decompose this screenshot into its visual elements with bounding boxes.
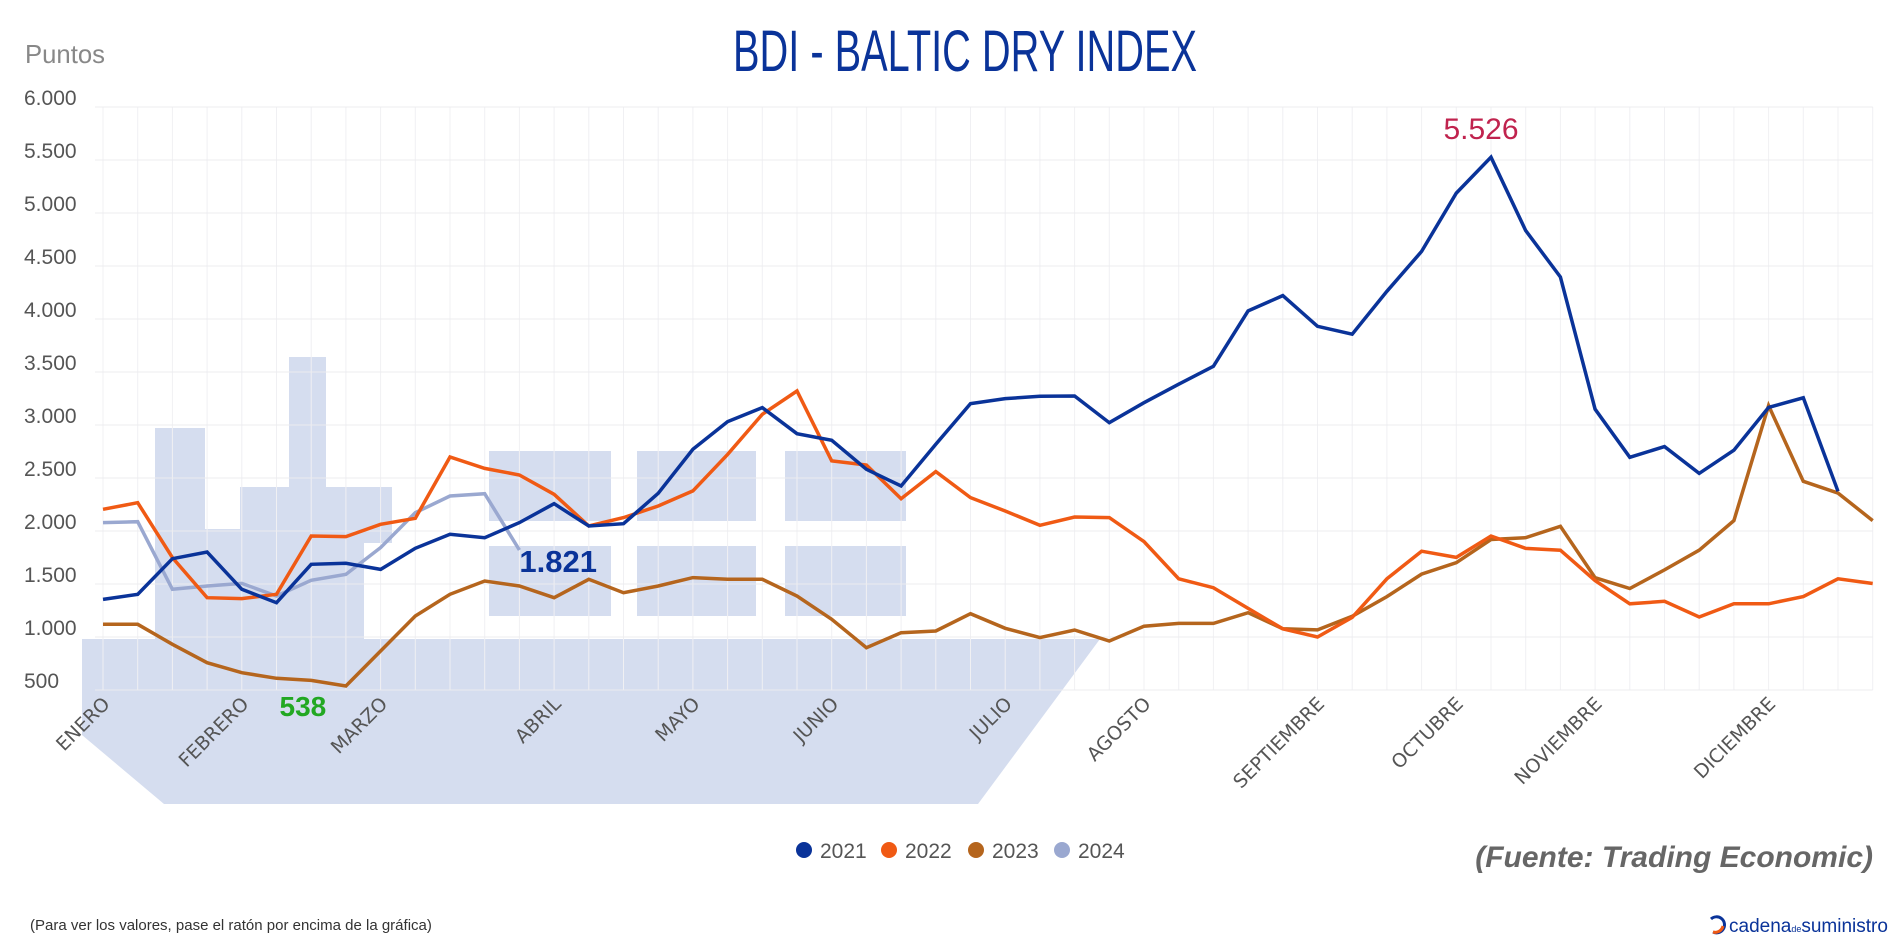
series-line-2022	[102, 388, 1873, 639]
legend-label-2021: 2021	[820, 840, 867, 863]
logo-text-suministro: suministro	[1801, 916, 1888, 937]
legend-marker-2024	[1054, 842, 1070, 858]
y-tick-label: 2.500	[24, 458, 77, 481]
y-tick-label: 1.500	[24, 564, 77, 587]
source-note: (Fuente: Trading Economic)	[1475, 841, 1873, 874]
legend-marker-2023	[968, 842, 984, 858]
y-tick-label: 4.000	[24, 299, 77, 322]
y-axis: 500 1.000 1.500 2.000 2.500 3.000 3.500 4.000 4.…	[24, 87, 77, 693]
container	[489, 451, 611, 521]
x-tick-label-octubre: OCTUBRE	[1387, 693, 1468, 774]
container	[785, 546, 906, 616]
ship-hull	[82, 639, 1100, 804]
y-tick-label: 3.500	[24, 352, 77, 375]
x-tick-label-noviembre: NOVIEMBRE	[1510, 693, 1606, 789]
data-label-2024: 1.821	[519, 544, 597, 579]
legend-label-2023: 2023	[992, 840, 1039, 863]
logo-icon-accent	[1712, 925, 1725, 934]
x-tick-label-diciembre: DICIEMBRE	[1690, 693, 1780, 783]
x-tick-label-septiembre: SEPTIEMBRE	[1229, 693, 1329, 793]
hover-hint: (Para ver los valores, pase el ratón por…	[30, 917, 432, 934]
annotations: 5.526 1.821 538	[280, 113, 1519, 722]
legend-label-2022: 2022	[905, 840, 952, 863]
y-tick-label: 6.000	[24, 87, 77, 110]
series-lines	[102, 154, 1874, 688]
y-tick-label: 5.500	[24, 140, 77, 163]
legend-marker-2022	[881, 842, 897, 858]
legend-marker-2021	[796, 842, 812, 858]
ship-silhouette-background	[82, 357, 1100, 804]
legend: 2021 2022 2023 2024	[796, 840, 1125, 863]
chart-title: BDI - BALTIC DRY INDEX	[733, 19, 1197, 84]
ship-superstructure	[155, 357, 392, 639]
logo-text-de: de	[1791, 924, 1801, 934]
legend-label-2024: 2024	[1078, 840, 1125, 863]
y-axis-unit-label: Puntos	[25, 39, 105, 69]
y-tick-label: 5.000	[24, 193, 77, 216]
logo-text-cadena: cadena	[1729, 916, 1792, 937]
y-tick-label: 4.500	[24, 246, 77, 269]
data-label-2023: 538	[280, 691, 327, 722]
data-label-2021: 5.526	[1443, 113, 1518, 146]
svg-text:cadenadesuministro: cadenadesuministro	[1729, 916, 1888, 937]
y-tick-label: 1.000	[24, 617, 77, 640]
y-tick-label: 3.000	[24, 405, 77, 428]
x-tick-label-agosto: AGOSTO	[1083, 693, 1156, 766]
series-line-2023	[103, 400, 1874, 688]
y-tick-label: 2.000	[24, 511, 77, 534]
grid	[95, 106, 1874, 691]
y-tick-label: 500	[24, 670, 59, 693]
cadena-de-suministro-logo: cadenadesuministro	[1709, 915, 1888, 937]
